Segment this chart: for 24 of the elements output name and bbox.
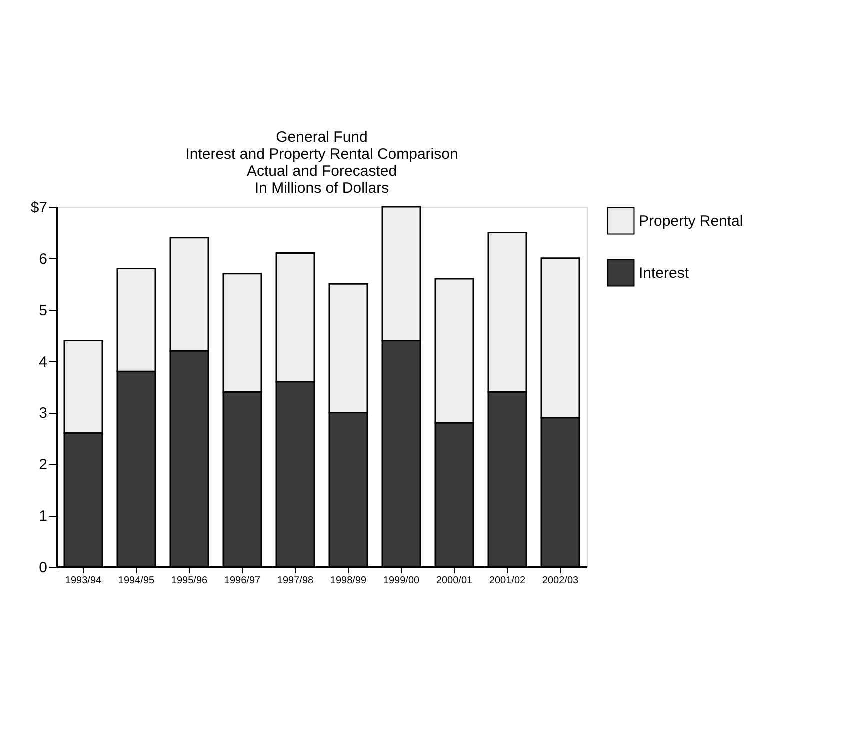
x-tick-label: 1995/96: [171, 576, 208, 586]
x-tick-label: 1998/99: [330, 576, 368, 586]
text: General Fund: [276, 129, 368, 146]
text: In Millions of Dollars: [254, 180, 390, 197]
y-tick-label: 4: [39, 354, 48, 371]
x-tick-label: 1993/94: [65, 576, 102, 586]
x-tick-label: 1994/95: [118, 576, 156, 586]
legend-label: Property Rental: [639, 213, 744, 230]
y-tick-label: 6: [39, 250, 48, 268]
legend-label: Interest: [639, 265, 690, 282]
x-tick-label: 2001/02: [489, 576, 526, 586]
x-tick-label: 2000/01: [436, 576, 474, 586]
text: Actual and Forecasted: [246, 163, 398, 180]
x-tick-label: 1997/98: [277, 576, 314, 586]
y-tick-label: 5: [39, 302, 48, 320]
y-tick-label: 0: [39, 560, 48, 576]
text: Interest and Property Rental Comparison: [186, 146, 458, 163]
x-tick-label: 2002/03: [542, 576, 580, 586]
y-tick-label: 3: [39, 405, 48, 422]
y-tick-label: 2: [39, 456, 48, 474]
x-tick-label: 1999/00: [383, 576, 420, 586]
y-tick-label: $7: [30, 200, 48, 216]
x-tick-label: 1996/97: [224, 576, 262, 586]
y-tick-label: 1: [39, 508, 48, 526]
